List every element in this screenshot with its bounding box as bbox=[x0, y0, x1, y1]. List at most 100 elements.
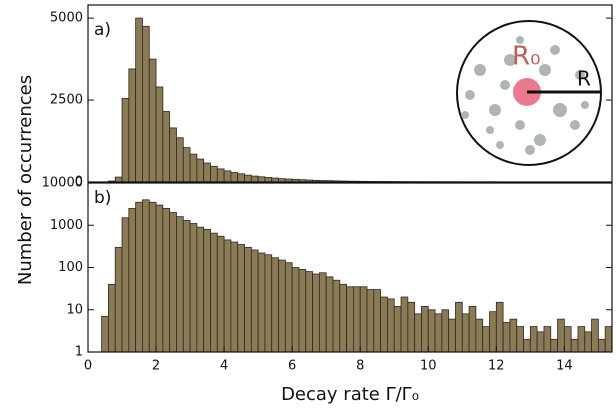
bar bbox=[366, 289, 375, 353]
bar bbox=[516, 326, 524, 353]
bar bbox=[359, 286, 368, 353]
x-axis-label: Decay rate Γ/Γ₀ bbox=[281, 384, 419, 405]
bar bbox=[387, 298, 395, 353]
bar bbox=[162, 208, 171, 353]
bar bbox=[162, 111, 171, 183]
bar bbox=[216, 168, 225, 183]
bar bbox=[230, 172, 239, 183]
bar bbox=[250, 175, 259, 183]
bar bbox=[230, 241, 239, 353]
bar bbox=[223, 239, 232, 353]
bar bbox=[121, 217, 130, 353]
bar bbox=[176, 137, 184, 183]
bar bbox=[203, 228, 211, 353]
bar bbox=[495, 301, 504, 353]
bar bbox=[203, 162, 211, 183]
bar bbox=[461, 313, 470, 353]
bar bbox=[189, 153, 198, 183]
bar bbox=[210, 165, 218, 183]
bar bbox=[237, 244, 245, 353]
bar bbox=[414, 313, 422, 353]
x-tick-label: 0 bbox=[84, 359, 92, 374]
bar bbox=[407, 301, 416, 353]
bar bbox=[475, 318, 484, 353]
bar bbox=[128, 68, 137, 183]
bar bbox=[468, 306, 477, 353]
bar bbox=[291, 267, 300, 353]
bar bbox=[597, 338, 606, 353]
bar bbox=[550, 338, 558, 353]
y-tick-label: 10 bbox=[66, 302, 83, 317]
bar bbox=[563, 326, 572, 353]
bar bbox=[557, 318, 565, 353]
x-tick-label: 14 bbox=[556, 359, 573, 374]
bar bbox=[353, 286, 361, 353]
bar bbox=[189, 223, 198, 353]
bar bbox=[101, 315, 109, 353]
bar bbox=[339, 283, 347, 353]
bar bbox=[114, 176, 123, 183]
bar bbox=[332, 279, 341, 353]
bar bbox=[400, 296, 409, 353]
bar bbox=[148, 58, 157, 183]
bar bbox=[482, 326, 490, 353]
bar bbox=[502, 322, 511, 353]
bar bbox=[264, 177, 273, 183]
bar bbox=[441, 309, 450, 353]
bar bbox=[121, 98, 130, 183]
bar bbox=[135, 201, 143, 353]
bar bbox=[434, 313, 443, 353]
bar bbox=[298, 269, 307, 353]
y-tick-label: 0 bbox=[75, 175, 83, 190]
y-tick-label: 1 bbox=[75, 345, 83, 360]
bar bbox=[210, 232, 218, 353]
inset-label: R₀ bbox=[512, 42, 541, 72]
bar bbox=[271, 257, 279, 353]
bar bbox=[176, 216, 184, 353]
y-tick-label: 100 bbox=[58, 260, 83, 275]
bar bbox=[584, 331, 592, 353]
plot-frame bbox=[87, 4, 613, 183]
bar bbox=[182, 220, 191, 353]
bar bbox=[142, 25, 150, 183]
y-axis-label: Number of occurrences bbox=[15, 75, 36, 285]
bar bbox=[284, 262, 293, 353]
bar bbox=[529, 326, 538, 353]
bar bbox=[169, 127, 177, 183]
bar bbox=[346, 286, 354, 353]
bar bbox=[257, 252, 266, 353]
bar bbox=[536, 331, 545, 353]
bar bbox=[196, 158, 205, 183]
bar bbox=[373, 289, 382, 353]
bar bbox=[523, 338, 531, 353]
bar bbox=[570, 338, 579, 353]
bar bbox=[604, 326, 613, 353]
x-tick-label: 8 bbox=[356, 359, 364, 374]
bar bbox=[312, 273, 320, 353]
x-tick-label: 6 bbox=[288, 359, 296, 374]
bar bbox=[169, 212, 177, 353]
y-tick-label: 2500 bbox=[50, 93, 83, 108]
bar bbox=[393, 306, 402, 353]
bar bbox=[278, 259, 286, 353]
x-tick-label: 10 bbox=[420, 359, 437, 374]
bar bbox=[182, 147, 191, 183]
bar bbox=[216, 235, 225, 353]
bar bbox=[509, 318, 518, 353]
bar bbox=[380, 296, 388, 353]
x-tick-label: 2 bbox=[152, 359, 160, 374]
y-tick-label: 10000 bbox=[42, 176, 83, 191]
inset bbox=[456, 20, 602, 166]
bar bbox=[148, 201, 157, 353]
panel-label: b) bbox=[94, 188, 111, 208]
bar bbox=[237, 173, 245, 183]
y-tick-label: 5000 bbox=[50, 11, 83, 26]
bar bbox=[135, 17, 143, 183]
bar bbox=[250, 249, 259, 353]
plot-frame bbox=[87, 182, 613, 353]
x-tick-label: 4 bbox=[220, 359, 228, 374]
bar bbox=[128, 208, 137, 353]
x-tick-label: 12 bbox=[488, 359, 505, 374]
bar bbox=[325, 276, 334, 353]
bar bbox=[305, 271, 313, 353]
